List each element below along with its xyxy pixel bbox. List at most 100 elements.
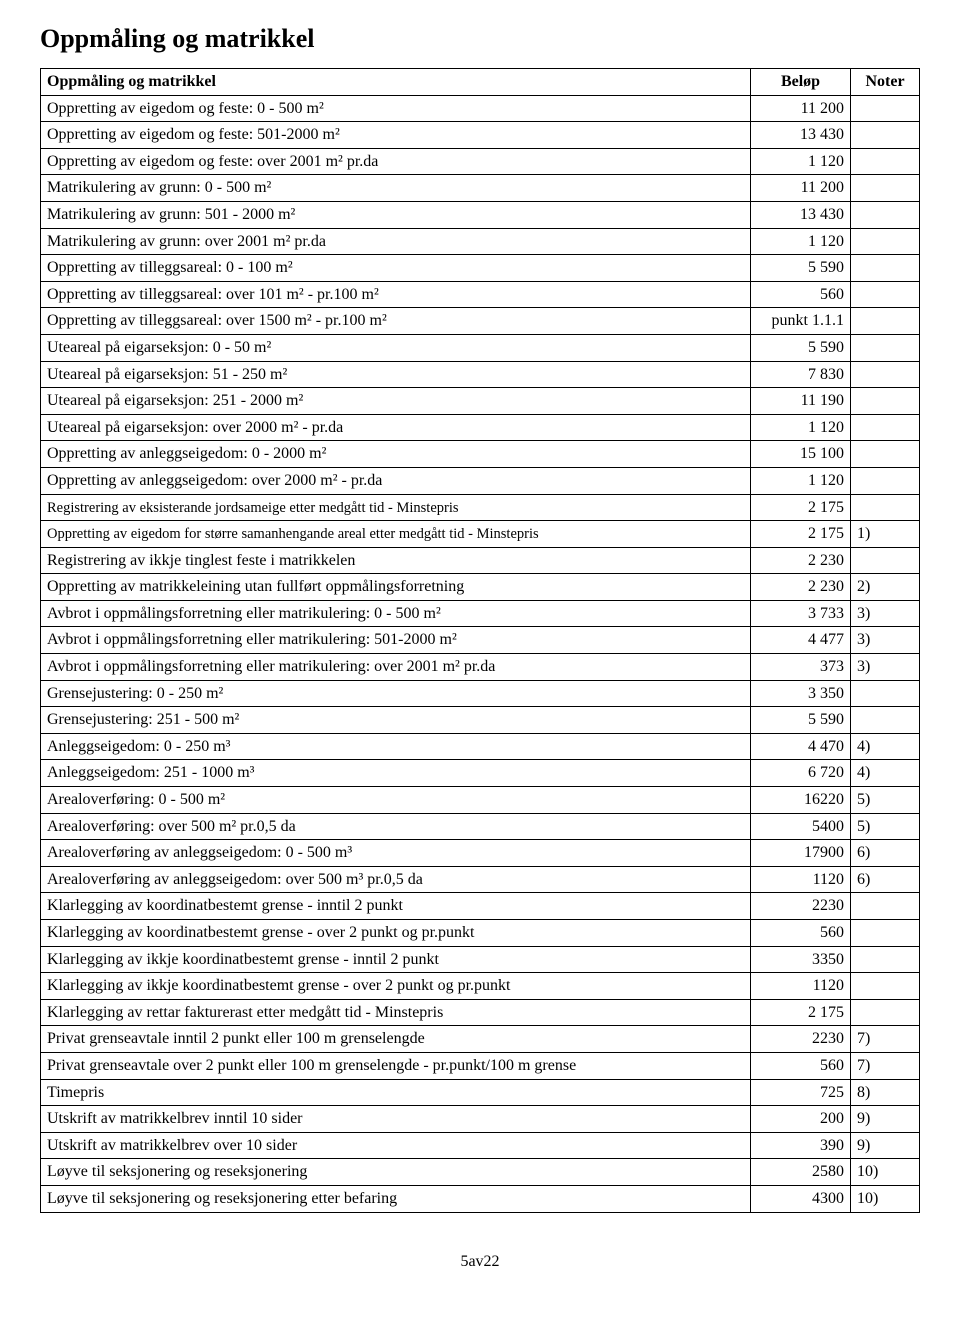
header-amount: Beløp xyxy=(751,69,851,96)
table-row: Anleggseigedom: 0 - 250 m³4 4704) xyxy=(41,733,920,760)
cell-desc: Klarlegging av ikkje koordinatbestemt gr… xyxy=(41,973,751,1000)
table-row: Grensejustering: 251 - 500 m²5 590 xyxy=(41,707,920,734)
cell-note xyxy=(851,281,920,308)
cell-note xyxy=(851,494,920,521)
cell-note: 5) xyxy=(851,787,920,814)
table-row: Avbrot i oppmålingsforretning eller matr… xyxy=(41,627,920,654)
cell-note: 9) xyxy=(851,1106,920,1133)
cell-note: 7) xyxy=(851,1052,920,1079)
cell-note: 3) xyxy=(851,654,920,681)
table-row: Matrikulering av grunn: over 2001 m² pr.… xyxy=(41,228,920,255)
table-row: Arealoverføring av anleggseigedom: over … xyxy=(41,866,920,893)
cell-amount: 200 xyxy=(751,1106,851,1133)
cell-desc: Timepris xyxy=(41,1079,751,1106)
table-row: Matrikulering av grunn: 0 - 500 m²11 200 xyxy=(41,175,920,202)
cell-desc: Løyve til seksjonering og reseksjonering xyxy=(41,1159,751,1186)
page-footer: 5av22 xyxy=(40,1253,920,1271)
cell-amount: 11 200 xyxy=(751,175,851,202)
cell-desc: Oppretting av eigedom og feste: 501-2000… xyxy=(41,122,751,149)
cell-desc: Oppretting av tilleggsareal: over 101 m²… xyxy=(41,281,751,308)
cell-note xyxy=(851,920,920,947)
header-note: Noter xyxy=(851,69,920,96)
table-row: Klarlegging av koordinatbestemt grense -… xyxy=(41,920,920,947)
cell-amount: 560 xyxy=(751,281,851,308)
cell-note xyxy=(851,361,920,388)
table-row: Klarlegging av koordinatbestemt grense -… xyxy=(41,893,920,920)
cell-note xyxy=(851,467,920,494)
cell-desc: Registrering av ikkje tinglest feste i m… xyxy=(41,547,751,574)
cell-desc: Arealoverføring av anleggseigedom: 0 - 5… xyxy=(41,840,751,867)
cell-note: 10) xyxy=(851,1185,920,1212)
cell-amount: 1120 xyxy=(751,973,851,1000)
cell-desc: Klarlegging av ikkje koordinatbestemt gr… xyxy=(41,946,751,973)
cell-desc: Oppretting av eigedom for større samanhe… xyxy=(41,521,751,548)
cell-amount: 17900 xyxy=(751,840,851,867)
cell-amount: 1120 xyxy=(751,866,851,893)
table-row: Oppretting av eigedom og feste: over 200… xyxy=(41,148,920,175)
cell-desc: Arealoverføring av anleggseigedom: over … xyxy=(41,866,751,893)
cell-note: 7) xyxy=(851,1026,920,1053)
cell-amount: 3 733 xyxy=(751,600,851,627)
cell-amount: 2 175 xyxy=(751,999,851,1026)
cell-desc: Uteareal på eigarseksjon: 51 - 250 m² xyxy=(41,361,751,388)
table-row: Privat grenseavtale over 2 punkt eller 1… xyxy=(41,1052,920,1079)
table-row: Oppretting av tilleggsareal: 0 - 100 m²5… xyxy=(41,255,920,282)
cell-desc: Registrering av eksisterande jordsameige… xyxy=(41,494,751,521)
table-row: Oppretting av anleggseigedom: 0 - 2000 m… xyxy=(41,441,920,468)
table-row: Arealoverføring: over 500 m² pr.0,5 da54… xyxy=(41,813,920,840)
cell-note xyxy=(851,175,920,202)
cell-desc: Klarlegging av koordinatbestemt grense -… xyxy=(41,920,751,947)
cell-note xyxy=(851,707,920,734)
header-desc: Oppmåling og matrikkel xyxy=(41,69,751,96)
table-row: Klarlegging av ikkje koordinatbestemt gr… xyxy=(41,946,920,973)
table-row: Utskrift av matrikkelbrev over 10 sider3… xyxy=(41,1132,920,1159)
cell-note xyxy=(851,893,920,920)
table-row: Grensejustering: 0 - 250 m²3 350 xyxy=(41,680,920,707)
table-row: Arealoverføring: 0 - 500 m²162205) xyxy=(41,787,920,814)
table-row: Oppretting av eigedom og feste: 0 - 500 … xyxy=(41,95,920,122)
page-title: Oppmåling og matrikkel xyxy=(40,24,920,54)
table-row: Uteareal på eigarseksjon: over 2000 m² -… xyxy=(41,414,920,441)
table-row: Timepris7258) xyxy=(41,1079,920,1106)
table-row: Registrering av ikkje tinglest feste i m… xyxy=(41,547,920,574)
cell-desc: Avbrot i oppmålingsforretning eller matr… xyxy=(41,654,751,681)
table-row: Oppretting av matrikkeleining utan fullf… xyxy=(41,574,920,601)
table-header-row: Oppmåling og matrikkel Beløp Noter xyxy=(41,69,920,96)
cell-note: 5) xyxy=(851,813,920,840)
cell-amount: 1 120 xyxy=(751,467,851,494)
table-row: Klarlegging av ikkje koordinatbestemt gr… xyxy=(41,973,920,1000)
cell-note xyxy=(851,308,920,335)
table-row: Avbrot i oppmålingsforretning eller matr… xyxy=(41,654,920,681)
cell-amount: 5 590 xyxy=(751,255,851,282)
table-row: Oppretting av tilleggsareal: over 1500 m… xyxy=(41,308,920,335)
cell-amount: 15 100 xyxy=(751,441,851,468)
table-row: Uteareal på eigarseksjon: 251 - 2000 m²1… xyxy=(41,388,920,415)
cell-note xyxy=(851,999,920,1026)
cell-note xyxy=(851,255,920,282)
cell-note xyxy=(851,946,920,973)
cell-desc: Grensejustering: 0 - 250 m² xyxy=(41,680,751,707)
cell-note xyxy=(851,148,920,175)
cell-amount: 1 120 xyxy=(751,148,851,175)
cell-note xyxy=(851,334,920,361)
cell-desc: Arealoverføring: 0 - 500 m² xyxy=(41,787,751,814)
table-row: Oppretting av anleggseigedom: over 2000 … xyxy=(41,467,920,494)
cell-desc: Klarlegging av koordinatbestemt grense -… xyxy=(41,893,751,920)
cell-note xyxy=(851,547,920,574)
fee-table: Oppmåling og matrikkel Beløp Noter Oppre… xyxy=(40,68,920,1213)
cell-note xyxy=(851,122,920,149)
cell-desc: Anleggseigedom: 251 - 1000 m³ xyxy=(41,760,751,787)
cell-desc: Uteareal på eigarseksjon: 251 - 2000 m² xyxy=(41,388,751,415)
cell-amount: 4 470 xyxy=(751,733,851,760)
table-row: Avbrot i oppmålingsforretning eller matr… xyxy=(41,600,920,627)
cell-desc: Matrikulering av grunn: over 2001 m² pr.… xyxy=(41,228,751,255)
cell-desc: Privat grenseavtale inntil 2 punkt eller… xyxy=(41,1026,751,1053)
cell-note xyxy=(851,680,920,707)
cell-desc: Avbrot i oppmålingsforretning eller matr… xyxy=(41,600,751,627)
cell-desc: Matrikulering av grunn: 501 - 2000 m² xyxy=(41,201,751,228)
cell-note: 6) xyxy=(851,866,920,893)
cell-amount: 725 xyxy=(751,1079,851,1106)
cell-amount: 2 175 xyxy=(751,521,851,548)
cell-desc: Matrikulering av grunn: 0 - 500 m² xyxy=(41,175,751,202)
cell-amount: 2230 xyxy=(751,893,851,920)
